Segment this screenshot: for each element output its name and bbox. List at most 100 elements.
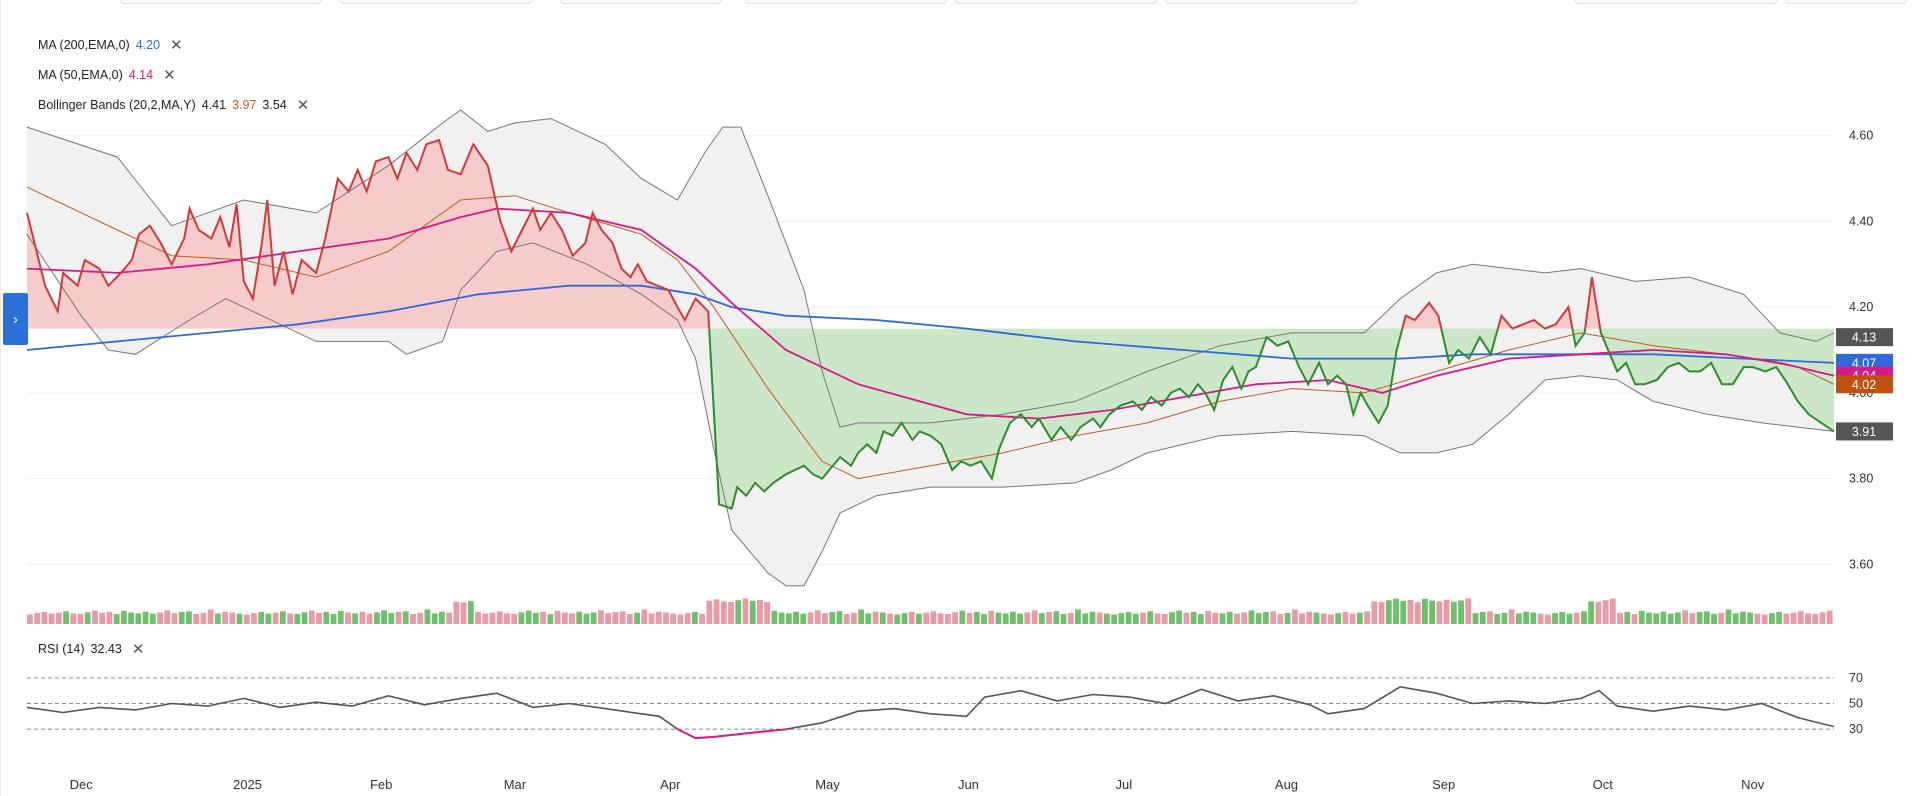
volume-bar — [1783, 613, 1790, 624]
volume-bar — [800, 613, 807, 624]
volume-bar — [1566, 613, 1573, 624]
volume-bar — [576, 611, 583, 624]
volume-bar — [547, 614, 554, 624]
x-tick-label: Jul — [1116, 777, 1133, 792]
volume-bar — [1270, 611, 1277, 624]
y-tick-label: 4.60 — [1849, 129, 1873, 143]
price-tag — [1836, 375, 1893, 394]
volume-bar — [1111, 614, 1118, 624]
volume-bar — [923, 612, 930, 624]
volume-bar — [142, 611, 149, 624]
volume-bar — [1631, 614, 1638, 624]
volume-bar — [84, 612, 91, 624]
x-tick-label: Sep — [1432, 777, 1455, 792]
volume-bar — [1573, 612, 1580, 624]
price-tag-label: 4.13 — [1852, 331, 1876, 345]
price-area-above — [27, 140, 1834, 329]
x-tick-label: Jun — [958, 777, 979, 792]
volume-bar — [1740, 611, 1746, 624]
volume-bar — [1667, 613, 1674, 624]
volume-bar — [728, 601, 734, 624]
volume-bar — [1725, 609, 1732, 624]
volume-bar — [1132, 613, 1139, 624]
volume-bar — [135, 613, 142, 624]
volume-bar — [1754, 613, 1761, 624]
volume-bar — [981, 614, 987, 624]
volume-bar — [330, 614, 337, 624]
legend-ma200: MA (200,EMA,0) 4.20 ✕ — [38, 36, 183, 54]
volume-bar — [1038, 613, 1045, 624]
volume-bar — [395, 612, 402, 624]
volume-bar — [1234, 613, 1240, 624]
volume-bar — [337, 610, 344, 624]
volume-bar — [518, 612, 525, 624]
legend-bb-lower: 3.54 — [262, 98, 287, 112]
volume-bar — [366, 613, 373, 624]
volume-bar — [540, 612, 547, 624]
rsi-level-label: 30 — [1849, 722, 1863, 736]
volume-bar — [648, 613, 655, 624]
volume-bar — [937, 613, 944, 624]
volume-bar — [1313, 612, 1320, 624]
volume-bar — [1031, 610, 1038, 624]
volume-bar — [511, 613, 518, 624]
volume-bar — [894, 614, 901, 624]
volume-bar — [836, 611, 843, 624]
volume-bar — [359, 611, 366, 624]
legend-rsi-value: 32.43 — [90, 642, 122, 656]
volume-bar — [887, 613, 893, 624]
volume-bar — [713, 599, 720, 624]
volume-bar — [1096, 612, 1103, 624]
volume-bar — [1284, 612, 1291, 624]
volume-bar — [446, 612, 453, 624]
volume-bar — [1436, 601, 1443, 624]
x-tick-label: Apr — [660, 777, 681, 792]
volume-bar — [959, 610, 966, 624]
volume-bar — [532, 612, 539, 624]
volume-bar — [157, 612, 163, 624]
volume-bar — [973, 612, 980, 624]
volume-bar — [641, 609, 648, 624]
volume-bar — [1407, 600, 1414, 624]
volume-bar — [388, 613, 395, 624]
volume-bar — [381, 610, 387, 624]
expand-panel-button[interactable]: › — [3, 293, 28, 345]
volume-bar — [619, 611, 626, 624]
volume-bar — [908, 612, 915, 624]
volume-bar — [663, 612, 669, 624]
volume-bar — [858, 609, 865, 624]
legend-rsi: RSI (14) 32.43 ✕ — [38, 640, 144, 658]
volume-bar — [1458, 600, 1464, 624]
close-icon[interactable]: ✕ — [170, 37, 183, 54]
close-icon[interactable]: ✕ — [131, 641, 145, 658]
volume-bar — [1067, 612, 1074, 624]
volume-bar — [1711, 613, 1717, 624]
volume-bar — [294, 613, 301, 624]
volume-bar — [164, 610, 171, 624]
bb-middle-line — [26, 186, 1835, 480]
volume-bar — [1487, 611, 1493, 624]
volume-bar — [236, 613, 243, 624]
volume-bar — [995, 612, 1002, 624]
volume-bar — [92, 610, 98, 624]
volume-bar — [496, 611, 503, 624]
volume-bar — [944, 613, 951, 624]
volume-bar — [1732, 613, 1739, 624]
close-icon[interactable]: ✕ — [163, 67, 176, 84]
volume-bar — [417, 612, 424, 624]
volume-bar — [410, 613, 416, 624]
volume-bar — [279, 611, 286, 624]
volume-bar — [1291, 609, 1298, 624]
volume-bar — [1689, 613, 1696, 624]
volume-bar — [1429, 600, 1436, 624]
volume-bar — [373, 612, 380, 624]
volume-bar — [113, 614, 120, 624]
volume-bar — [186, 611, 192, 624]
volume-bar — [612, 612, 619, 624]
volume-bar — [489, 612, 496, 624]
close-icon[interactable]: ✕ — [296, 97, 310, 114]
volume-bar — [438, 611, 445, 624]
volume-bar — [598, 610, 604, 624]
x-tick-label: May — [815, 777, 840, 792]
